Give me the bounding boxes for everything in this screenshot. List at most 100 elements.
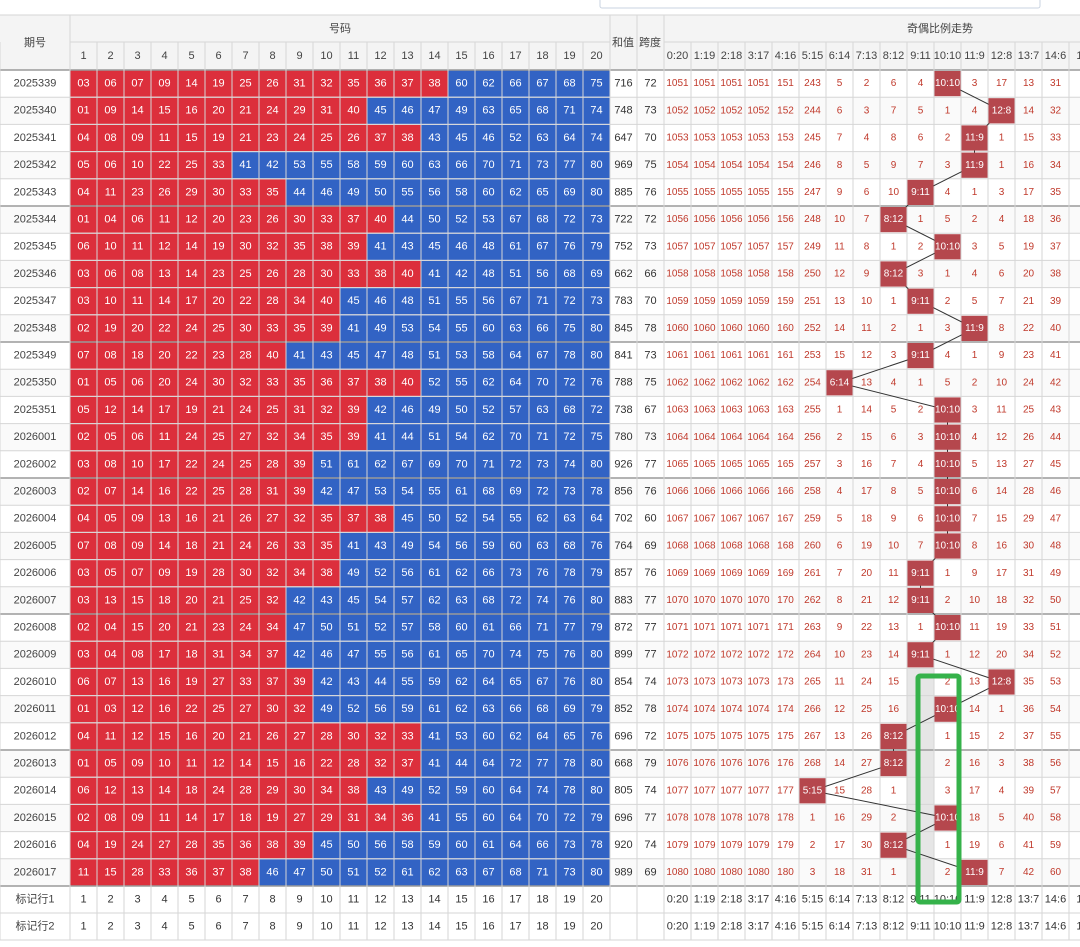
number: 28 — [320, 730, 332, 742]
number: 76 — [536, 567, 548, 579]
ratio-hit-cell — [934, 424, 961, 450]
issue: 2026001 — [14, 431, 57, 443]
miss-count: 1066 — [666, 486, 689, 497]
number: 25 — [212, 486, 224, 498]
number-cell — [286, 315, 313, 342]
footer-number: 17 — [509, 893, 521, 905]
span: 78 — [644, 703, 656, 715]
number: 17 — [158, 404, 170, 416]
ratio-column-header: 13:7 — [1018, 50, 1039, 62]
miss-count: 1052 — [720, 105, 743, 116]
number-cell — [502, 124, 529, 152]
number-cell — [502, 777, 529, 804]
number-cell — [70, 424, 97, 451]
number-cell — [313, 342, 340, 369]
miss-count: 8 — [864, 241, 870, 252]
number: 01 — [77, 703, 89, 715]
number-cell — [475, 478, 502, 505]
miss-count: 1063 — [720, 405, 743, 416]
number-cell — [313, 206, 340, 233]
number-cell — [367, 614, 394, 641]
number-cell — [151, 859, 178, 886]
number-cell — [97, 233, 124, 260]
number-cell — [421, 478, 448, 505]
miss-count: 1072 — [666, 649, 689, 660]
number: 37 — [266, 649, 278, 661]
number-cell — [394, 396, 421, 424]
miss-count: 255 — [804, 405, 821, 416]
miss-count: 1072 — [747, 649, 770, 660]
number: 20 — [212, 214, 224, 226]
miss-count: 18 — [834, 867, 846, 878]
number-column-header: 10 — [320, 50, 332, 62]
number: 10 — [104, 295, 116, 307]
number: 52 — [374, 866, 386, 878]
number-cell — [502, 668, 529, 696]
miss-count: 174 — [777, 704, 794, 715]
number: 25 — [320, 132, 332, 144]
miss-count: 2 — [945, 677, 951, 688]
number-cell — [475, 342, 502, 369]
number: 16 — [185, 105, 197, 117]
miss-count: 1059 — [720, 296, 743, 307]
span: 70 — [644, 295, 656, 307]
footer-number: 16 — [482, 920, 494, 932]
number: 65 — [455, 649, 467, 661]
number-cell — [70, 804, 97, 832]
number-cell — [232, 70, 259, 97]
miss-count: 1 — [945, 649, 951, 660]
miss-count: 7 — [918, 541, 924, 552]
number: 64 — [509, 350, 521, 362]
miss-count: 159 — [777, 296, 794, 307]
footer-number: 11 — [348, 893, 359, 905]
number: 43 — [374, 540, 386, 552]
footer-ratio: 4:16 — [775, 920, 796, 932]
number: 62 — [482, 431, 494, 443]
number: 11 — [78, 866, 89, 878]
footer-ratio: 13:7 — [1018, 920, 1039, 932]
miss-count: 33 — [1050, 133, 1062, 144]
number: 55 — [509, 513, 521, 525]
number-cell — [151, 424, 178, 451]
ratio-hit: 8:12 — [884, 731, 904, 742]
number-cell — [70, 832, 97, 859]
number: 70 — [509, 431, 521, 443]
number-cell — [556, 152, 583, 179]
number-cell — [367, 70, 394, 97]
miss-count: 1 — [999, 160, 1005, 171]
span: 77 — [644, 458, 656, 470]
number-column-header: 2 — [107, 50, 113, 62]
ratio-column-header: 11:9 — [964, 50, 985, 62]
number-cell — [394, 832, 421, 859]
ratio-column-header: 1:19 — [694, 50, 715, 62]
number: 06 — [77, 676, 89, 688]
number: 25 — [239, 78, 251, 90]
number: 22 — [185, 703, 197, 715]
miss-count: 6 — [918, 513, 924, 524]
number: 70 — [455, 458, 467, 470]
number-cell — [286, 97, 313, 124]
number-cell — [286, 424, 313, 451]
number-cell — [583, 614, 610, 641]
number: 67 — [536, 350, 548, 362]
number: 63 — [536, 404, 548, 416]
number: 11 — [186, 758, 197, 770]
ratio-hit-cell — [934, 397, 961, 423]
span: 76 — [644, 186, 656, 198]
number-cell — [421, 532, 448, 560]
number: 52 — [428, 377, 440, 389]
number-cell — [70, 315, 97, 342]
number-cell — [232, 804, 259, 832]
number-cell — [97, 342, 124, 369]
ratio-hit: 8:12 — [884, 840, 904, 851]
number: 50 — [320, 622, 332, 634]
miss-count: 1 — [918, 323, 924, 334]
number: 44 — [374, 676, 386, 688]
miss-count: 23 — [861, 649, 873, 660]
footer-number: 18 — [536, 920, 548, 932]
number: 60 — [455, 839, 467, 851]
miss-count: 13 — [1023, 78, 1035, 89]
number-cell — [178, 260, 205, 288]
number: 17 — [158, 649, 170, 661]
